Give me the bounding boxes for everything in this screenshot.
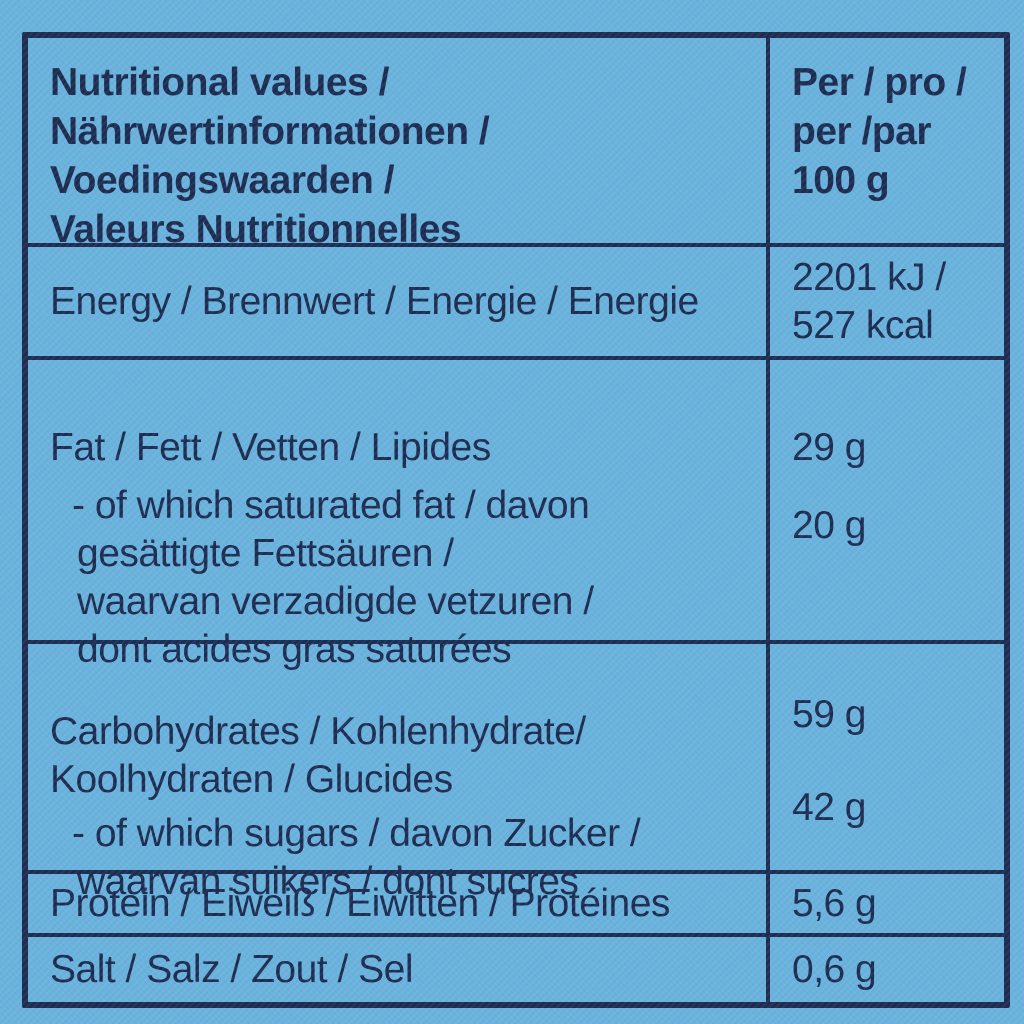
fat-saturated-sub-label: - of which saturated fat / davon gesätti…	[72, 484, 594, 671]
header-title: Nutritional values / Nährwertinformation…	[50, 61, 490, 251]
row-energy: Energy / Brennwert / Energie / Energie 2…	[28, 247, 1004, 360]
fat-value: 29 g	[792, 426, 866, 469]
row-fat: Fat / Fett / Vetten / Lipides - of which…	[28, 360, 1004, 671]
nutrition-table: Nutritional values / Nährwertinformation…	[22, 32, 1010, 1008]
fat-saturated-sub-value: 20 g	[792, 504, 866, 547]
row-salt: Salt / Salz / Zout / Sel 0,6 g	[28, 937, 1004, 1002]
sugars-sub-label: - of which sugars / davon Zucker / waarv…	[72, 812, 641, 903]
salt-label: Salt / Salz / Zout / Sel	[50, 947, 414, 991]
energy-label: Energy / Brennwert / Energie / Energie	[50, 279, 699, 323]
fat-value-cell: 29 g 20 g	[766, 360, 1004, 640]
row-carbohydrates: Carbohydrates / Kohlenhydrate/ Koolhydra…	[28, 644, 1004, 903]
fat-label: Fat / Fett / Vetten / Lipides	[50, 426, 491, 469]
carbohydrates-label-cell: Carbohydrates / Kohlenhydrate/ Koolhydra…	[28, 644, 766, 903]
protein-value: 5,6 g	[766, 874, 1004, 933]
energy-value: 2201 kJ / 527 kcal	[766, 247, 1004, 356]
row-protein: Protein / Eiweiß / Eiwitten / Protéines …	[28, 874, 1004, 937]
carbohydrates-value-cell: 59 g 42 g	[766, 644, 1004, 870]
sugars-sub-value: 42 g	[792, 786, 866, 829]
carbohydrates-label: Carbohydrates / Kohlenhydrate/ Koolhydra…	[50, 710, 586, 801]
salt-value: 0,6 g	[766, 937, 1004, 1002]
carbohydrates-value: 59 g	[792, 693, 866, 736]
header-row: Nutritional values / Nährwertinformation…	[28, 38, 1004, 251]
protein-label: Protein / Eiweiß / Eiwitten / Protéines	[50, 881, 670, 925]
fat-label-cell: Fat / Fett / Vetten / Lipides - of which…	[28, 360, 766, 671]
header-per-100g: Per / pro / per /par 100 g	[766, 38, 1004, 243]
